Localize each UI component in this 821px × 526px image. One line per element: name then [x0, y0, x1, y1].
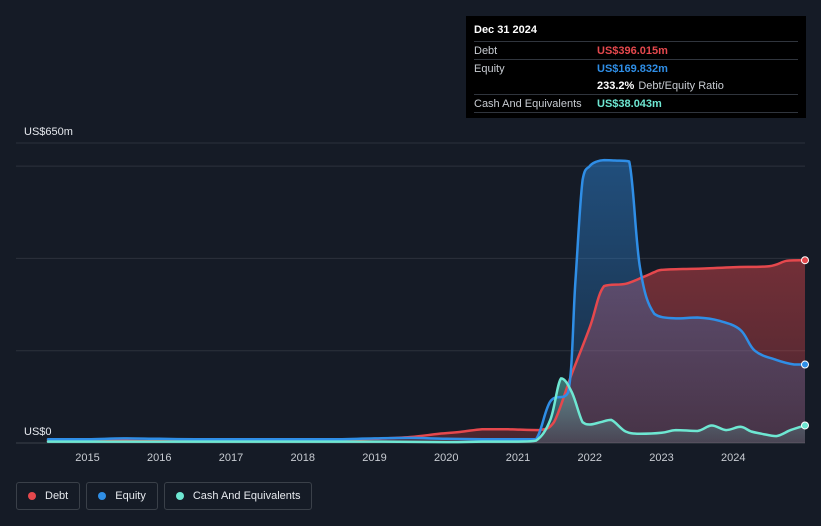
- tooltip-date: Dec 31 2024: [474, 24, 537, 36]
- equity-dot-icon: [98, 492, 107, 500]
- tooltip-cash-row: Cash And Equivalents US$38.043m: [474, 94, 798, 113]
- legend-cash-toggle[interactable]: Cash And Equivalents: [163, 482, 313, 510]
- tooltip-cash-value: US$38.043m: [597, 97, 662, 110]
- tooltip-debt-row: Debt US$396.015m: [474, 41, 798, 59]
- y-axis-zero-label: US$0: [24, 426, 52, 438]
- x-tick-2019: 2019: [362, 452, 386, 464]
- x-tick-2016: 2016: [147, 452, 171, 464]
- legend-equity-label: Equity: [115, 490, 146, 502]
- x-tick-2020: 2020: [434, 452, 458, 464]
- debt-dot-icon: [28, 492, 36, 500]
- areas: [48, 160, 805, 443]
- x-axis-ticks: 2015 2016 2017 2018 2019 2020 2021 2022 2023 2024: [75, 452, 745, 464]
- tooltip-ratio-label: Debt/Equity Ratio: [638, 79, 724, 92]
- tooltip-equity-row: Equity US$169.832m: [474, 59, 798, 77]
- debt-end-marker: [801, 256, 809, 265]
- legend-debt-toggle[interactable]: Debt: [16, 482, 81, 510]
- x-tick-2022: 2022: [577, 452, 601, 464]
- tooltip-panel: Dec 31 2024 Debt US$396.015m Equity US$1…: [466, 16, 806, 118]
- tooltip-debt-label: Debt: [474, 44, 498, 57]
- x-tick-2017: 2017: [219, 452, 243, 464]
- legend-debt-label: Debt: [45, 490, 69, 502]
- legend-cash-label: Cash And Equivalents: [192, 490, 301, 502]
- x-tick-2021: 2021: [506, 452, 530, 464]
- equity-end-marker: [801, 360, 809, 369]
- tooltip-equity-value: US$169.832m: [597, 62, 668, 75]
- equity-area: [48, 160, 805, 443]
- end-markers: [801, 256, 809, 430]
- x-tick-2024: 2024: [721, 452, 745, 464]
- cash-line: [46, 377, 807, 444]
- y-axis-max-label: US$650m: [24, 126, 73, 138]
- x-tick-2023: 2023: [649, 452, 673, 464]
- lines: [46, 158, 807, 444]
- cash-area: [48, 378, 805, 443]
- tooltip-ratio-value: 233.2%: [597, 79, 635, 92]
- x-tick-2015: 2015: [75, 452, 99, 464]
- cash-dot-icon: [175, 492, 184, 500]
- tooltip-equity-label: Equity: [474, 62, 505, 75]
- legend-equity-toggle[interactable]: Equity: [86, 482, 158, 510]
- tooltip-debt-value: US$396.015m: [597, 44, 668, 57]
- cash-end-marker: [801, 421, 809, 430]
- tooltip-ratio-row: 233.2% Debt/Equity Ratio: [474, 77, 798, 94]
- x-tick-2018: 2018: [290, 452, 314, 464]
- tooltip-cash-label: Cash And Equivalents: [474, 97, 582, 110]
- equity-line: [46, 158, 807, 441]
- legend: Debt Equity Cash And Equivalents: [16, 482, 313, 510]
